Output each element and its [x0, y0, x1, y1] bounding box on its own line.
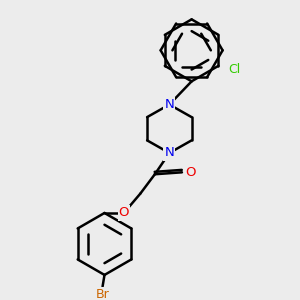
Text: Cl: Cl — [228, 63, 240, 76]
Text: O: O — [185, 166, 196, 179]
Text: Br: Br — [96, 288, 110, 300]
Text: N: N — [164, 98, 174, 111]
Text: N: N — [164, 146, 174, 160]
Text: O: O — [118, 206, 129, 220]
